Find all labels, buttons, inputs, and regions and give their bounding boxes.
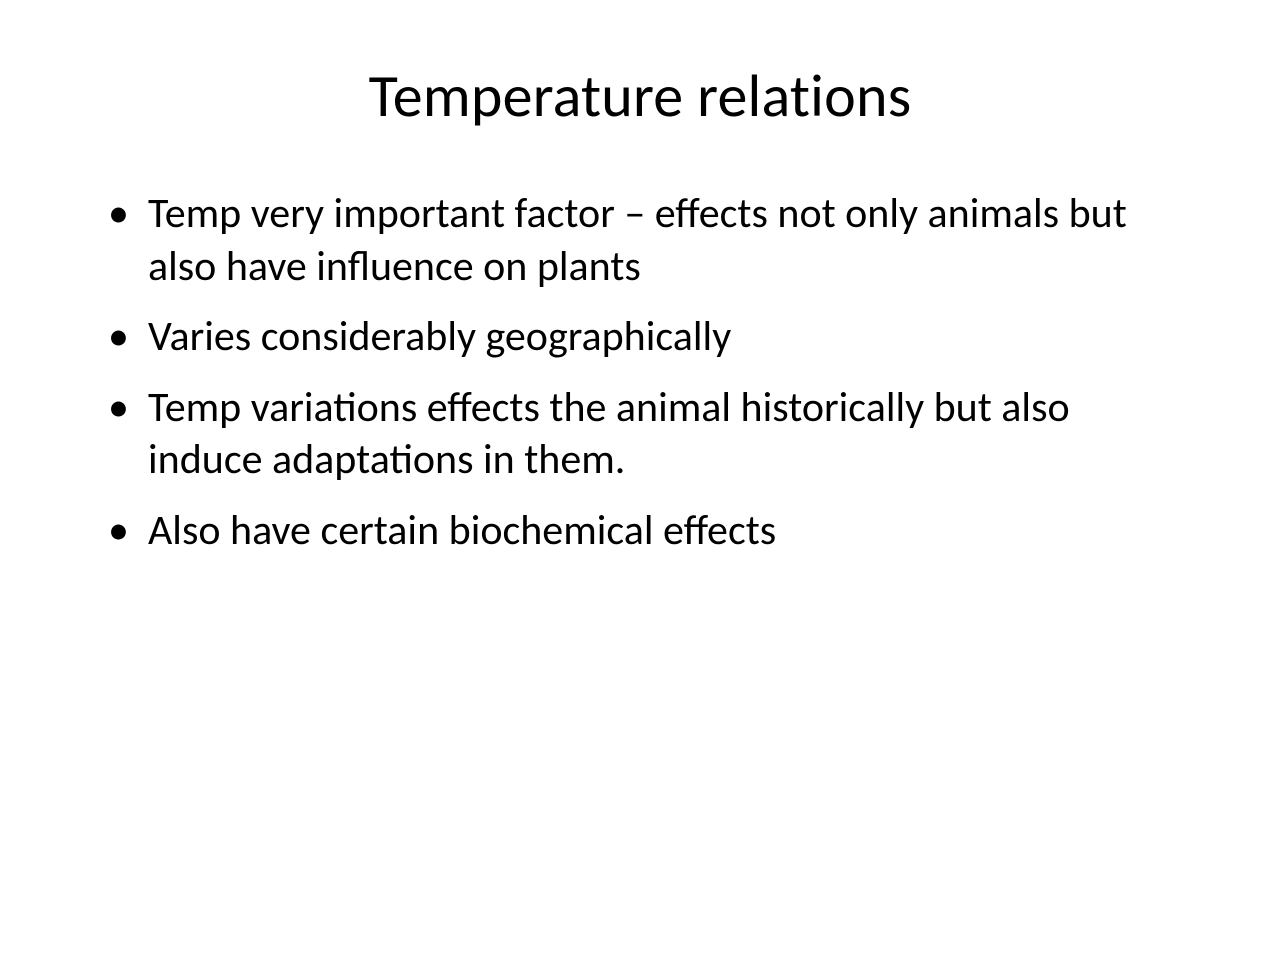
bullet-item: Varies considerably geographically — [90, 311, 1190, 364]
bullet-list: Temp very important factor – effects not… — [90, 188, 1190, 575]
slide-title: Temperature relations — [90, 60, 1190, 133]
bullet-item: Temp variations effects the animal histo… — [90, 382, 1190, 487]
bullet-item: Also have certain biochemical effects — [90, 505, 1190, 558]
slide-container: Temperature relations Temp very importan… — [0, 0, 1280, 960]
bullet-item: Temp very important factor – effects not… — [90, 188, 1190, 293]
